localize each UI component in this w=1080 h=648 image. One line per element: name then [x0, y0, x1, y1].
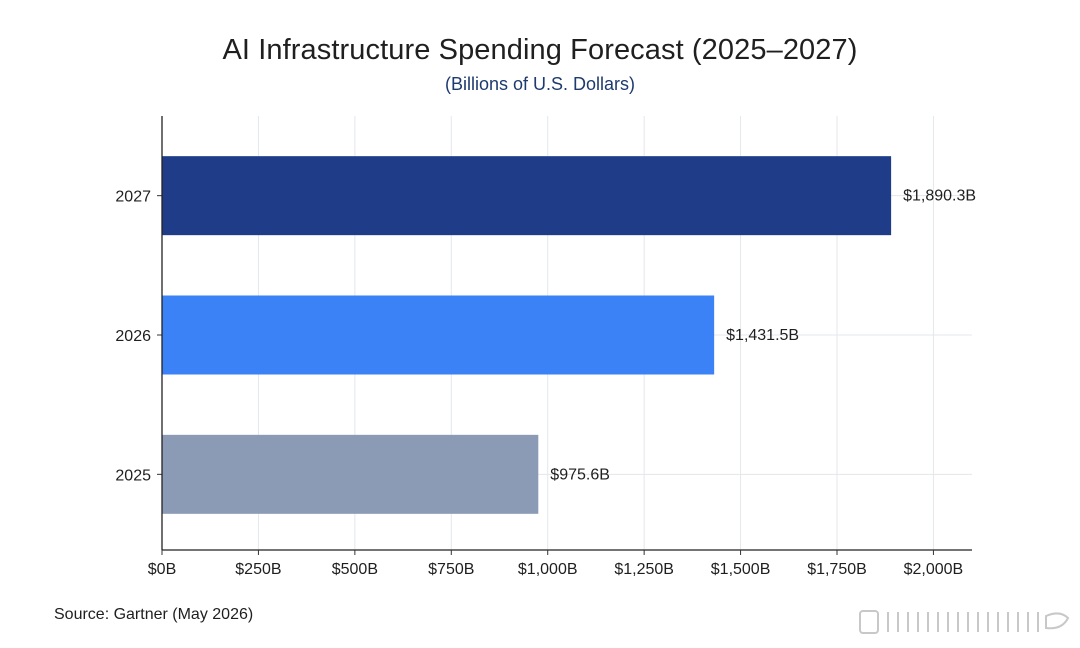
- source-note: Source: Gartner (May 2026): [54, 606, 254, 623]
- bar-2025: [162, 434, 539, 514]
- x-tick-label: $750B: [428, 561, 474, 578]
- bar-2026: [162, 295, 715, 375]
- x-tick-label: $1,000B: [518, 561, 578, 578]
- x-tick-label: $2,000B: [904, 561, 964, 578]
- watermark-logo: [859, 610, 1070, 634]
- data-label-2027: $1,890.3B: [903, 188, 976, 205]
- chart-subtitle: (Billions of U.S. Dollars): [444, 74, 636, 94]
- data-label-2026: $1,431.5B: [726, 327, 799, 344]
- x-tick-label: $1,500B: [711, 561, 771, 578]
- x-tick-label: $0B: [148, 561, 176, 578]
- x-tick-label: $250B: [235, 561, 281, 578]
- x-tick-label: $1,250B: [614, 561, 674, 578]
- chart-title: AI Infrastructure Spending Forecast (202…: [222, 34, 858, 66]
- x-tick-label: $500B: [332, 561, 378, 578]
- y-tick-label-2027: 2027: [115, 189, 151, 206]
- y-tick-label-2026: 2026: [115, 328, 151, 345]
- x-tick-label: $1,750B: [807, 561, 867, 578]
- y-tick-label-2025: 2025: [115, 467, 151, 484]
- bar-2027: [162, 156, 892, 236]
- data-label-2025: $975.6B: [550, 466, 610, 483]
